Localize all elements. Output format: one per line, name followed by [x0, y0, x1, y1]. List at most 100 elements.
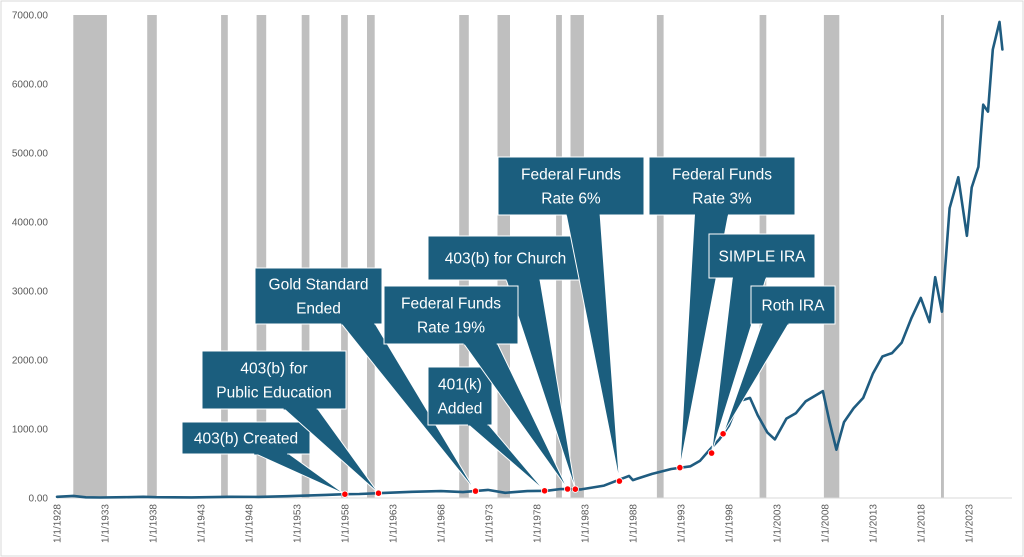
callout-label: Added	[438, 401, 483, 418]
recession-band-11	[656, 15, 664, 498]
callout-box	[497, 156, 645, 216]
callout-0: 403(b) Created	[181, 421, 346, 495]
y-axis-ticks: 0.00 1000.00 2000.00 3000.00 4000.00 5000.00 6…	[12, 11, 49, 505]
callout-seam	[468, 422, 488, 426]
x-tick-label: 1/1/1933	[101, 504, 112, 543]
x-tick-label: 1/1/1978	[532, 504, 543, 543]
callout-box	[181, 421, 311, 455]
event-marker	[719, 430, 727, 438]
x-tick-label: 1/1/1958	[340, 504, 351, 543]
callout-box	[750, 285, 836, 325]
callout-seam	[762, 321, 789, 325]
x-tick-label: 1/1/1993	[676, 504, 687, 543]
event-marker	[341, 490, 349, 498]
callout-label: Federal Funds	[672, 167, 772, 184]
y-tick-label: 3000.00	[12, 287, 49, 298]
x-tick-label: 1/1/1938	[149, 504, 160, 543]
event-marker	[540, 487, 549, 495]
callout-box	[383, 285, 519, 345]
callout-label: 401(k)	[438, 377, 482, 394]
x-tick-label: 1/1/1943	[197, 504, 208, 543]
callouts-layer: 403(b) Created 403(b) for Public Education…	[181, 156, 836, 495]
event-marker	[374, 489, 383, 497]
callout-9: Roth IRA	[722, 285, 836, 435]
callout-box	[254, 267, 383, 325]
callout-2: Gold Standard Ended	[254, 267, 476, 492]
x-tick-label: 1/1/1928	[53, 504, 64, 543]
callout-label: Rate 3%	[692, 191, 752, 208]
markers-layer	[341, 430, 727, 498]
x-tick-label: 1/1/1973	[484, 504, 495, 543]
x-tick-label: 1/1/1983	[580, 504, 591, 543]
callout-1: 403(b) for Public Education	[201, 350, 379, 494]
callout-box	[201, 350, 347, 410]
y-tick-label: 0.00	[29, 494, 49, 505]
callout-label: Ended	[296, 301, 341, 318]
x-tick-label: 1/1/1963	[388, 504, 399, 543]
callout-label: 403(b) for	[240, 361, 307, 378]
x-tick-label: 1/1/1948	[245, 504, 256, 543]
y-tick-label: 6000.00	[12, 80, 49, 91]
recession-band-14	[941, 15, 944, 498]
recession-band-1	[147, 15, 157, 498]
x-tick-label: 1/1/1988	[628, 504, 639, 543]
callout-label: 403(b) for Church	[445, 251, 566, 268]
event-marker	[471, 487, 480, 495]
event-marker	[676, 463, 684, 472]
recession-band-2	[221, 15, 228, 498]
x-tick-label: 1/1/2008	[820, 504, 831, 543]
event-marker	[615, 477, 624, 485]
callout-label: Roth IRA	[762, 298, 826, 315]
x-tick-label: 1/1/2013	[868, 504, 879, 543]
callout-7: Federal Funds Rate 3%	[648, 156, 796, 468]
recession-band-6	[367, 15, 375, 498]
callout-seam	[506, 277, 540, 281]
event-marker	[571, 485, 579, 493]
x-tick-label: 1/1/1953	[292, 504, 303, 543]
x-tick-label: 1/1/2003	[772, 504, 783, 543]
y-tick-label: 7000.00	[12, 11, 49, 22]
callout-label: Rate 6%	[541, 191, 601, 208]
y-tick-label: 5000.00	[12, 149, 49, 160]
recession-band-5	[341, 15, 348, 498]
callout-label: SIMPLE IRA	[719, 249, 807, 266]
callout-seam	[254, 451, 288, 455]
callout-seam	[463, 341, 497, 345]
callout-label: Gold Standard	[269, 277, 369, 294]
series-line-0	[55, 20, 1004, 499]
callout-3: 401(k) Added	[427, 366, 545, 492]
callout-label: Federal Funds	[521, 167, 621, 184]
callout-seam	[283, 406, 317, 410]
y-tick-label: 4000.00	[12, 218, 49, 229]
callout-label: Rate 19%	[417, 320, 485, 337]
callout-box	[427, 235, 584, 281]
callout-6: Federal Funds Rate 6%	[497, 156, 645, 482]
series-layer	[55, 20, 1004, 499]
callout-label: 403(b) Created	[194, 431, 298, 448]
x-tick-label: 1/1/2023	[964, 504, 975, 543]
callout-5: Federal Funds Rate 19%	[383, 285, 569, 490]
x-tick-label: 1/1/1968	[436, 504, 447, 543]
recession-band-13	[823, 15, 840, 498]
callout-seam	[341, 321, 375, 325]
x-tick-label: 1/1/1998	[724, 504, 735, 543]
callout-box	[708, 233, 816, 279]
callout-label: Federal Funds	[401, 296, 501, 313]
event-marker	[563, 485, 572, 493]
callout-seam	[694, 212, 728, 216]
callout-box	[427, 366, 493, 426]
recession-band-0	[73, 15, 107, 498]
event-marker	[707, 449, 716, 457]
callout-seam	[732, 275, 766, 279]
recession-band-3	[256, 15, 267, 498]
recession-band-4	[301, 15, 310, 498]
callout-label: Public Education	[216, 385, 331, 402]
x-axis: 1/1/1928 1/1/1933 1/1/1938 1/1/1943 1/1/1948…	[53, 497, 1012, 543]
callout-4: 403(b) for Church	[427, 235, 584, 490]
y-tick-label: 1000.00	[12, 425, 49, 436]
callout-seam	[566, 212, 600, 216]
y-tick-label: 2000.00	[12, 356, 49, 367]
callout-box	[648, 156, 796, 216]
x-tick-label: 1/1/2018	[916, 504, 927, 543]
